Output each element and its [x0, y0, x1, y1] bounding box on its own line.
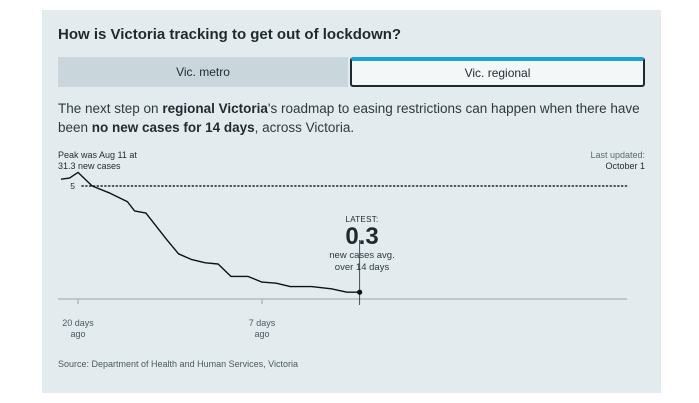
latest-value: 0.3: [345, 223, 379, 250]
x-tick-label-line: 20 days: [62, 318, 94, 328]
latest-label: LATEST:: [345, 215, 379, 224]
peak-annotation-line: Peak was Aug 11 at: [58, 150, 137, 160]
source-note: Source: Department of Health and Human S…: [58, 359, 298, 369]
latest-point: [357, 289, 363, 295]
tab-vic-regional[interactable]: Vic. regional: [350, 57, 645, 87]
peak-annotation-line: 31.3 new cases: [58, 161, 121, 171]
description-text: The next step on: [58, 101, 163, 116]
x-tick-label-7-days: 7 days ago: [232, 318, 292, 340]
last-updated-date: October 1: [605, 161, 645, 171]
roadmap-description: The next step on regional Victoria's roa…: [58, 99, 650, 137]
latest-caption: over 14 days: [334, 262, 390, 273]
page-title: How is Victoria tracking to get out of l…: [58, 26, 402, 43]
description-highlight: no new cases for 14 days: [91, 120, 255, 135]
lockdown-tracker-card: How is Victoria tracking to get out of l…: [42, 10, 661, 393]
last-updated: Last updated: October 1: [555, 150, 645, 172]
description-text: 's roadmap to easing restrictions can ha…: [58, 101, 640, 135]
last-updated-label: Last updated:: [590, 150, 645, 160]
cases-series-line: [60, 171, 360, 293]
peak-annotation: Peak was Aug 11 at 31.3 new cases: [58, 150, 178, 172]
description-text: , across Victoria.: [254, 120, 355, 135]
x-tick-label-line: ago: [254, 329, 270, 339]
x-tick-label-line: ago: [70, 329, 86, 339]
threshold-label: 5: [70, 181, 75, 191]
cases-line-chart: 5: [58, 171, 628, 305]
x-tick-label-20-days: 20 days ago: [48, 318, 108, 340]
latest-value-callout: LATEST: 0.3 new cases avg. over 14 days: [322, 215, 402, 274]
latest-caption: new cases avg.: [329, 250, 395, 261]
x-tick-label-line: 7 days: [248, 318, 276, 328]
tab-vic-metro[interactable]: Vic. metro: [58, 57, 348, 87]
description-highlight: regional Victoria: [162, 101, 268, 116]
